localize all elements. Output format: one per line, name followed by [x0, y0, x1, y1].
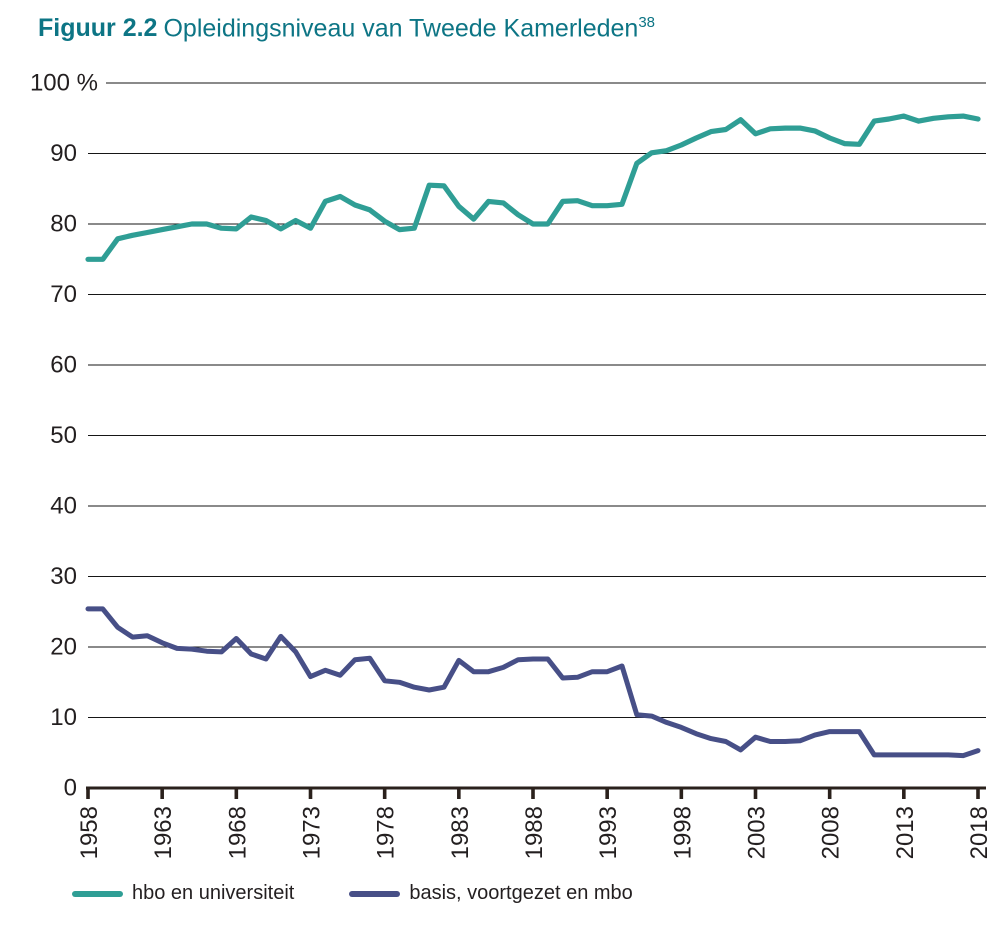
x-tick-1963 [160, 788, 164, 799]
x-tick-label-1963: 1963 [150, 806, 177, 859]
footnote-marker: 38 [638, 14, 656, 31]
x-tick-label-2013: 2013 [892, 806, 919, 859]
y-tick-label-70: 70 [50, 281, 77, 308]
x-tick-label-1973: 1973 [299, 806, 326, 859]
y-tick-label-100%: 100 % [30, 70, 98, 97]
x-tick-1973 [308, 788, 313, 799]
legend-swatch-basis [349, 890, 401, 897]
x-tick-label-1958: 1958 [76, 806, 103, 859]
y-tick-label-60: 60 [50, 352, 77, 379]
legend-swatch-hbo [72, 890, 123, 897]
y-tick-label-30: 30 [50, 563, 77, 590]
x-tick-label-1988: 1988 [521, 806, 548, 859]
x-tick-1998 [679, 788, 684, 799]
x-tick-1958 [86, 788, 90, 799]
y-tick-label-20: 20 [50, 634, 77, 661]
legend-label-basis: basis, voortgezet en mbo [409, 882, 633, 904]
figure-title-text: Opleidingsniveau van Tweede Kamerleden [163, 14, 639, 43]
legend-item-hbo: hbo en universiteit [72, 882, 294, 905]
x-tick-2008 [827, 788, 832, 799]
x-tick-label-2003: 2003 [744, 806, 771, 859]
x-tick-2003 [753, 788, 758, 799]
series-line-hbo-universiteit [85, 113, 981, 262]
y-tick-label-40: 40 [50, 493, 77, 520]
x-tick-2018 [976, 788, 980, 799]
x-tick-label-1983: 1983 [447, 806, 474, 859]
figure-title: Figuur 2.2 Opleidingsniveau van Tweede Ka… [38, 8, 655, 43]
x-tick-label-2018: 2018 [966, 806, 993, 859]
x-tick-1978 [382, 788, 387, 799]
chart-legend: hbo en universiteit basis, voortgezet en… [72, 882, 633, 905]
x-tick-label-2008: 2008 [818, 806, 845, 859]
x-tick-1968 [234, 788, 239, 799]
y-tick-label-90: 90 [50, 140, 77, 167]
y-tick-label-80: 80 [50, 211, 77, 238]
x-tick-label-1978: 1978 [373, 806, 400, 859]
y-tick-label-0: 0 [64, 775, 77, 802]
series-line-basis-voortgezet-mbo [85, 606, 981, 759]
y-tick-label-50: 50 [50, 422, 77, 449]
x-tick-label-1968: 1968 [224, 806, 251, 859]
legend-item-basis: basis, voortgezet en mbo [349, 882, 633, 905]
x-tick-1988 [531, 788, 535, 799]
x-tick-1983 [457, 788, 461, 799]
x-tick-1993 [605, 788, 609, 799]
y-tick-label-10: 10 [50, 704, 77, 731]
x-tick-label-1993: 1993 [595, 806, 622, 859]
figure-number: Figuur 2.2 [38, 14, 158, 43]
legend-label-hbo: hbo en universiteit [132, 882, 295, 904]
x-tick-2013 [902, 788, 906, 799]
x-tick-label-1998: 1998 [669, 806, 696, 859]
